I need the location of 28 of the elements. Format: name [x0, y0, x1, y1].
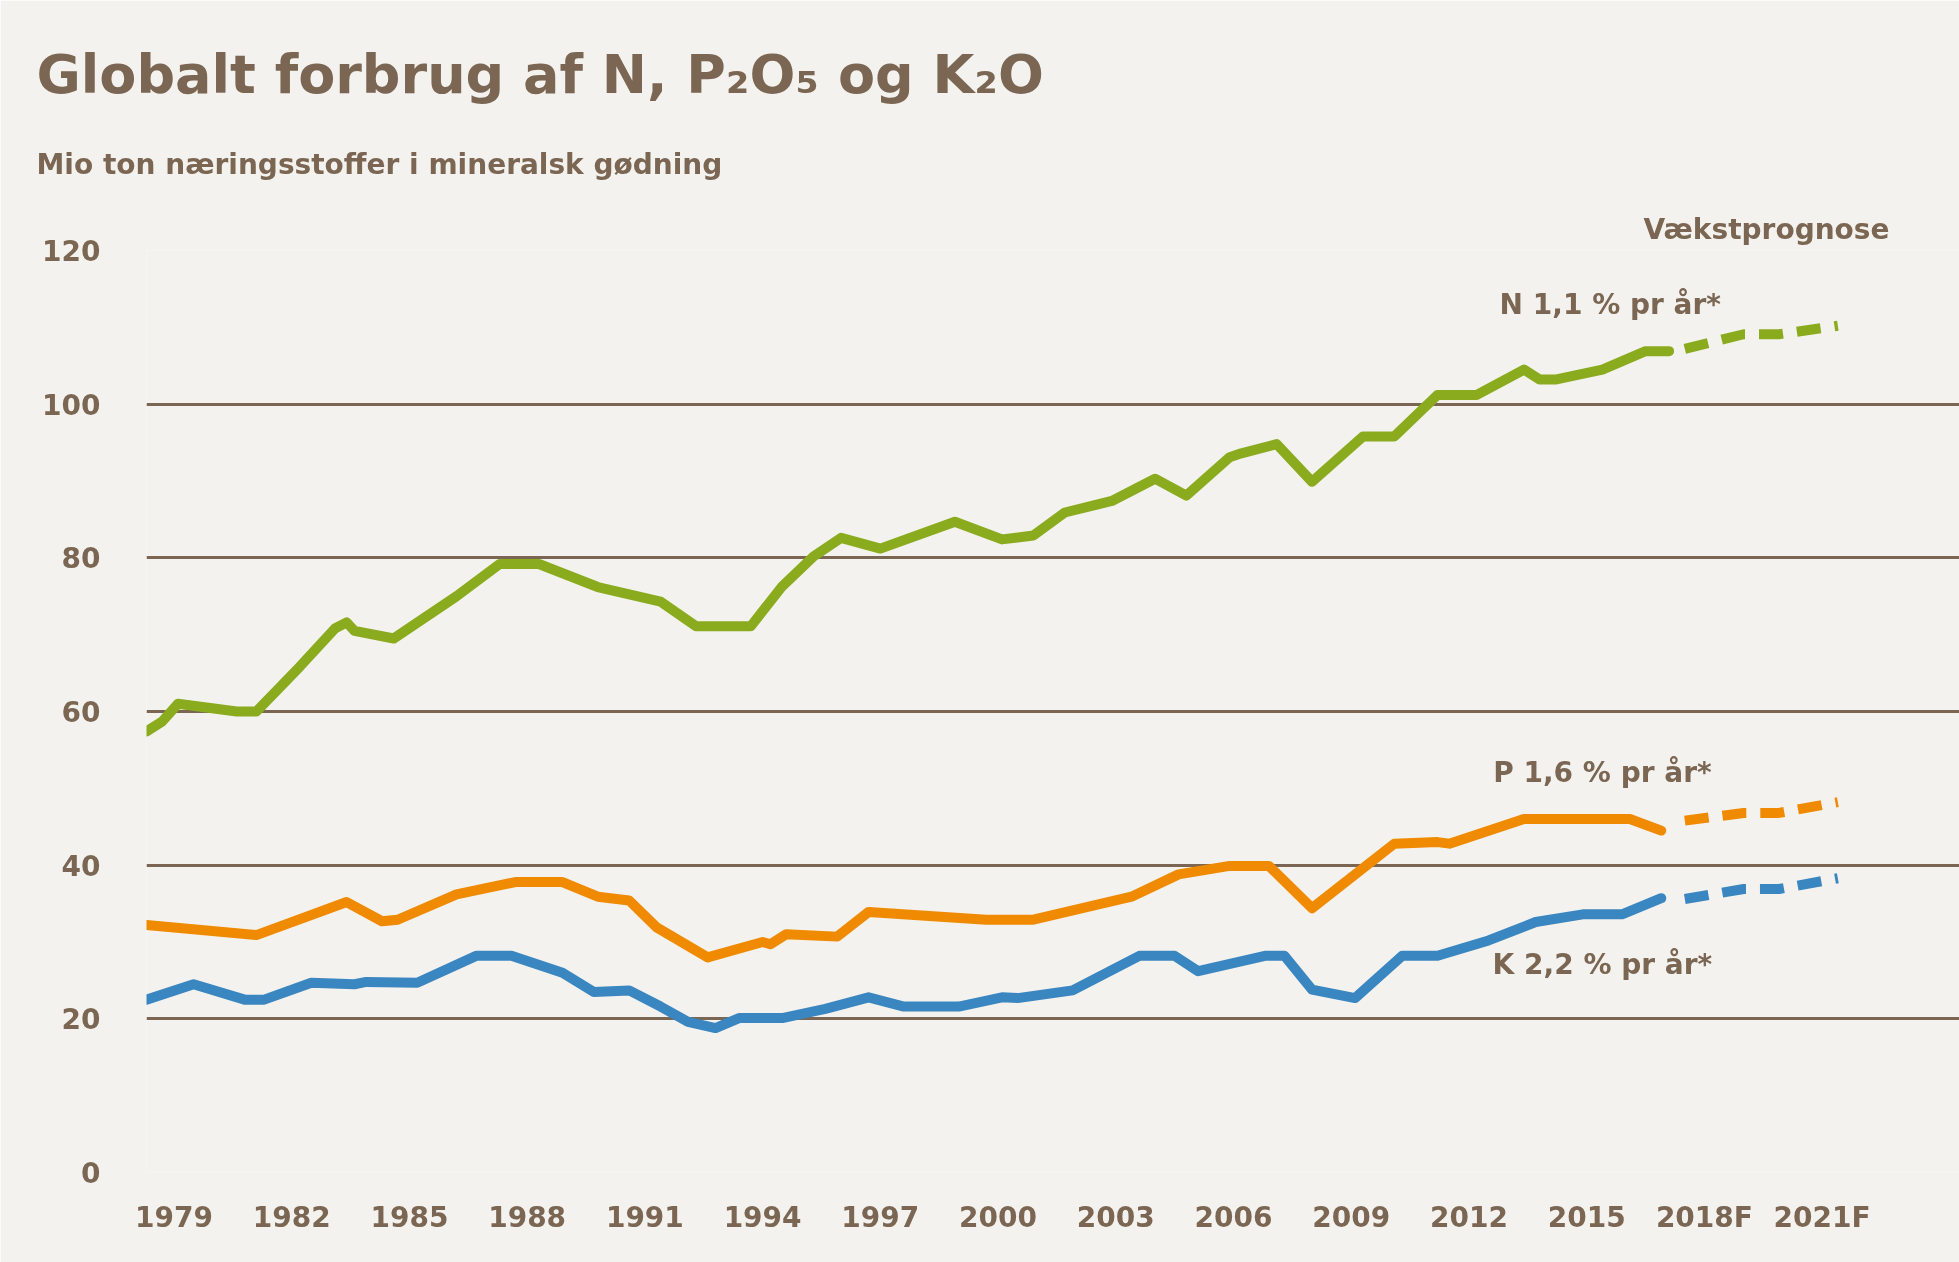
y-tick-label: 20: [61, 1003, 101, 1037]
x-tick-label: 1991: [605, 1200, 684, 1234]
y-tick-label: 120: [42, 235, 101, 268]
y-tick-label: 100: [42, 388, 101, 422]
y-tick-label: 0: [81, 1157, 101, 1190]
y-tick-label: 40: [61, 849, 101, 883]
x-tick-label: 2021F: [1773, 1200, 1871, 1234]
x-tick-label: 1994: [723, 1200, 802, 1234]
series-label: K 2,2 % pr år*: [1492, 948, 1713, 982]
y-tick-label: 80: [61, 542, 101, 576]
y-tick-label: 60: [61, 696, 101, 729]
text: Vækstprognose: [1643, 212, 1890, 246]
x-tick-label: 1997: [841, 1200, 920, 1234]
x-tick-label: 1985: [370, 1200, 449, 1234]
x-tick-label: 2000: [959, 1200, 1038, 1234]
x-tick-label: 2003: [1076, 1200, 1155, 1234]
series-label: P 1,6 % pr år*: [1493, 756, 1712, 790]
x-tick-label: 2015: [1547, 1200, 1626, 1234]
x-tick-label: 2012: [1430, 1200, 1508, 1234]
x-tick-label: 2009: [1312, 1200, 1391, 1234]
x-tick-label: 1982: [252, 1200, 331, 1234]
x-tick-label: 1979: [135, 1200, 213, 1234]
x-tick-label: 1988: [488, 1200, 567, 1234]
chart-title: Globalt forbrug af N, P₂O₅ og K₂O: [36, 42, 1044, 106]
x-tick-label: 2018F: [1655, 1200, 1753, 1234]
x-tick-label: 2006: [1194, 1200, 1273, 1234]
series-label: N 1,1 % pr år*: [1499, 288, 1722, 322]
y-axis-title: Mio ton næringsstoffer i mineralsk gødning: [36, 147, 723, 181]
